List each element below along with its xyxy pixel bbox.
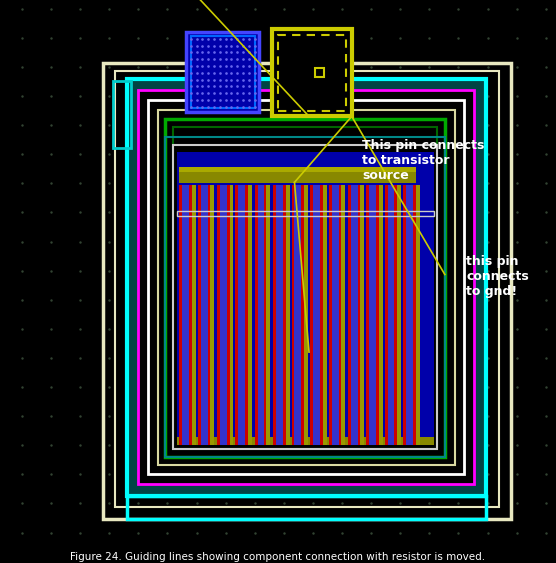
Bar (173, 127, 437, 449)
Bar (103, 63, 511, 519)
Bar (210, 185, 214, 445)
Bar (276, 185, 283, 445)
Bar (332, 185, 339, 445)
Bar (179, 185, 192, 445)
Bar (295, 185, 301, 445)
Bar (182, 185, 188, 445)
Text: this pin
connects
to gnd!: this pin connects to gnd! (466, 255, 529, 298)
Bar (310, 185, 322, 445)
Bar (127, 79, 485, 495)
Bar (127, 495, 485, 519)
Bar (360, 185, 364, 445)
Bar (158, 110, 455, 464)
Bar (266, 185, 270, 445)
Bar (201, 185, 208, 445)
Bar (179, 172, 416, 184)
Bar (257, 185, 265, 445)
Bar (217, 185, 230, 445)
Bar (398, 185, 401, 445)
Bar (379, 185, 383, 445)
Bar (304, 185, 308, 445)
Bar (166, 119, 445, 457)
Bar (286, 185, 290, 445)
Bar (127, 79, 485, 495)
Bar (315, 68, 324, 77)
Bar (113, 81, 131, 149)
Bar (291, 185, 304, 445)
Bar (179, 167, 416, 172)
Bar (329, 185, 342, 445)
Bar (403, 185, 416, 445)
Bar (177, 437, 434, 445)
Bar (278, 35, 346, 110)
Bar (166, 137, 445, 457)
Bar (341, 185, 345, 445)
Text: This pin connects
to transistor
source: This pin connects to transistor source (363, 138, 485, 182)
Bar (138, 90, 474, 484)
Bar (177, 212, 434, 216)
Bar (186, 32, 259, 111)
Bar (322, 185, 326, 445)
Bar (369, 185, 376, 445)
Bar (348, 185, 360, 445)
Bar (177, 152, 434, 445)
Bar (138, 90, 474, 484)
Bar (385, 185, 398, 445)
Bar (272, 29, 352, 117)
Bar (198, 185, 211, 445)
Bar (238, 185, 245, 445)
Text: Figure 24. Guiding lines showing component connection with resistor is moved.: Figure 24. Guiding lines showing compone… (71, 552, 485, 562)
Bar (313, 185, 320, 445)
Bar (406, 185, 413, 445)
Bar (230, 185, 234, 445)
Bar (416, 185, 420, 445)
Bar (255, 185, 267, 445)
Bar (220, 185, 227, 445)
Bar (388, 185, 394, 445)
Bar (115, 71, 499, 507)
Bar (148, 100, 464, 475)
Bar (273, 185, 286, 445)
Bar (248, 185, 252, 445)
Bar (192, 185, 196, 445)
Bar (351, 185, 358, 445)
Bar (173, 145, 437, 449)
Bar (235, 185, 248, 445)
Bar (191, 36, 255, 108)
Bar (366, 185, 379, 445)
